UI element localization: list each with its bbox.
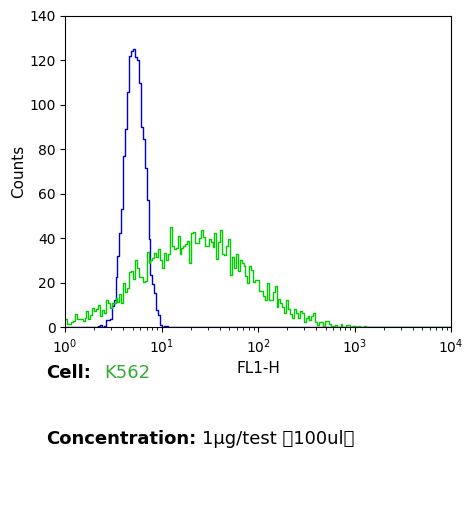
Text: Cell:: Cell: — [46, 363, 92, 382]
Text: K562: K562 — [105, 363, 151, 382]
X-axis label: FL1-H: FL1-H — [236, 361, 280, 376]
Y-axis label: Counts: Counts — [11, 145, 26, 198]
Text: 1μg/test （100ul）: 1μg/test （100ul） — [202, 429, 355, 448]
Text: Concentration:: Concentration: — [46, 429, 197, 448]
